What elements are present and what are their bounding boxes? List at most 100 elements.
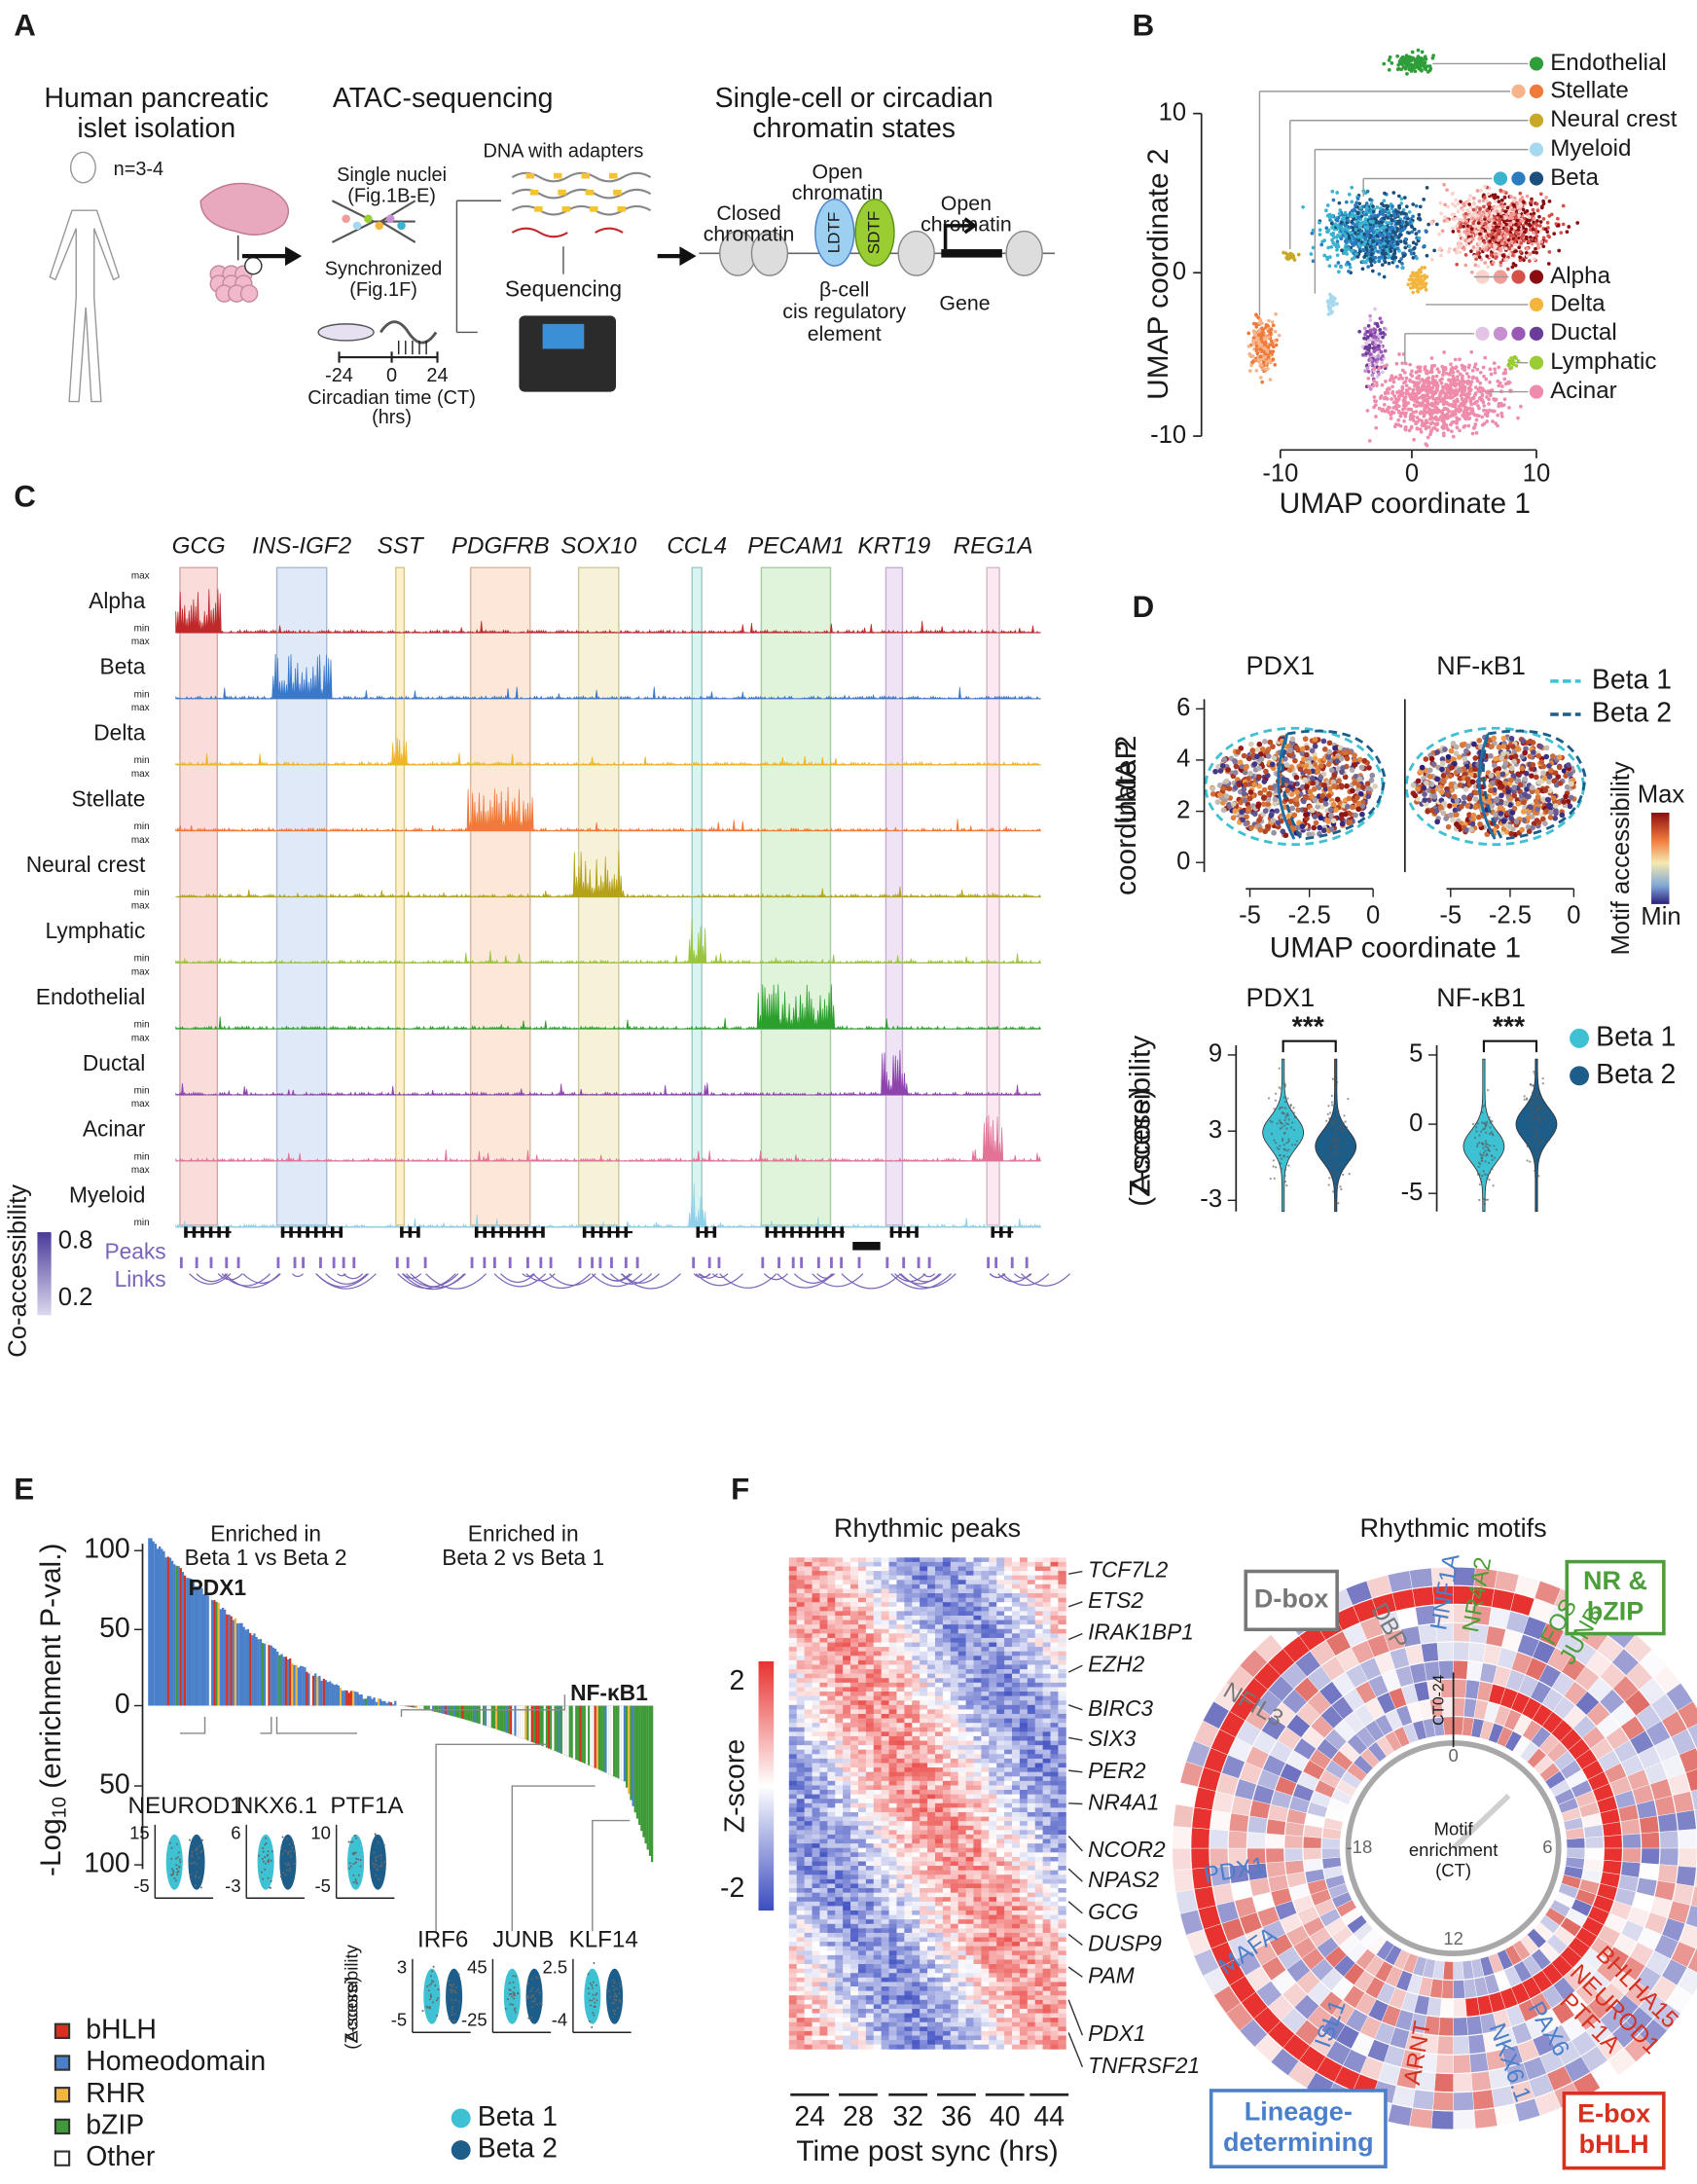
cell-point xyxy=(1412,792,1419,799)
cell-point xyxy=(1509,365,1514,370)
exon xyxy=(807,1226,811,1238)
cell-point xyxy=(1465,224,1470,229)
cell-point xyxy=(1379,211,1384,215)
cell-point xyxy=(1437,247,1442,252)
exon xyxy=(798,1226,803,1238)
cell-point xyxy=(1418,281,1423,286)
cell-point xyxy=(1508,830,1515,837)
adapter xyxy=(589,205,598,212)
cell-point xyxy=(1402,370,1407,375)
cell-point xyxy=(1382,402,1387,407)
cell-point xyxy=(1496,413,1499,418)
cell-point xyxy=(1454,216,1459,221)
cell-point xyxy=(1504,222,1508,227)
cell-point xyxy=(1559,812,1566,819)
cell-point xyxy=(1488,367,1493,372)
jitter-point xyxy=(1328,1118,1332,1121)
cell-point xyxy=(1466,375,1471,380)
cell-point xyxy=(1517,213,1521,218)
label: Synchronized xyxy=(325,259,443,280)
cell-point xyxy=(1488,380,1492,384)
peak xyxy=(598,1256,602,1269)
cell-point xyxy=(1335,247,1339,252)
cell-point xyxy=(1336,261,1341,265)
link-arc xyxy=(841,1273,901,1290)
cell-point xyxy=(1456,209,1461,214)
exon xyxy=(289,1226,293,1238)
cell-point xyxy=(1472,424,1477,429)
cell-point xyxy=(1307,788,1314,795)
cell-point xyxy=(1360,783,1366,790)
label: -5 xyxy=(1239,901,1261,928)
cell-point xyxy=(1543,227,1548,232)
cell-point xyxy=(1428,388,1433,393)
cell-point xyxy=(1496,195,1500,200)
cell-point xyxy=(1315,768,1321,775)
cell-point xyxy=(1266,355,1271,359)
cell-point xyxy=(1296,252,1301,257)
label: Gene xyxy=(939,292,990,315)
cell-point xyxy=(1412,227,1417,232)
cell-point xyxy=(1499,198,1504,202)
cell-point xyxy=(1416,273,1421,277)
link-arc xyxy=(292,1273,304,1278)
cell-point xyxy=(1440,377,1444,382)
cell-point xyxy=(1475,189,1480,193)
jitter-point xyxy=(1337,1110,1340,1112)
cell-point xyxy=(1395,264,1399,269)
peak xyxy=(1025,1256,1029,1269)
cell-point xyxy=(1399,376,1403,381)
jitter-point xyxy=(1276,1122,1279,1125)
cell-point xyxy=(1509,227,1514,231)
cell-point xyxy=(1422,197,1426,201)
exon xyxy=(499,1226,504,1238)
cell-point xyxy=(1404,214,1409,219)
cell-point xyxy=(1261,360,1266,364)
label: DNA with adapters xyxy=(484,141,644,163)
jitter-point xyxy=(1281,1140,1284,1143)
cell-point xyxy=(1451,201,1455,206)
cell-point xyxy=(1267,318,1271,323)
cell-point xyxy=(1370,373,1375,378)
nucleus xyxy=(364,214,373,224)
cell-point xyxy=(1261,795,1267,801)
exon xyxy=(1007,1226,1012,1238)
jitter-point xyxy=(1273,1139,1276,1142)
cell-point xyxy=(1464,242,1468,247)
jitter-point xyxy=(1283,1168,1287,1172)
cell-point xyxy=(1411,66,1415,70)
cell-point xyxy=(1365,409,1370,413)
jitter-point xyxy=(1280,1157,1283,1160)
cell-point xyxy=(1410,225,1414,229)
jitter-point xyxy=(1278,1118,1282,1122)
label: SDTF xyxy=(865,211,884,255)
cell-point xyxy=(1494,205,1498,209)
label: 0 xyxy=(1173,258,1186,285)
cell-point xyxy=(1415,400,1420,404)
exon xyxy=(814,1226,819,1238)
cell-point xyxy=(1409,424,1414,429)
cell-point xyxy=(1291,255,1295,260)
cell-point xyxy=(1476,738,1483,744)
cell-point xyxy=(1498,221,1502,226)
cell-point xyxy=(1301,204,1305,209)
cell-point xyxy=(1324,817,1330,823)
cell-point xyxy=(1377,372,1381,377)
cell-point xyxy=(1326,740,1333,746)
cell-point xyxy=(1537,224,1542,228)
cell-point xyxy=(1372,379,1376,383)
cell-point xyxy=(1256,774,1262,781)
cell-point xyxy=(1335,217,1339,222)
arrow-head xyxy=(679,246,697,267)
jitter-point xyxy=(1339,1185,1342,1188)
cell-point xyxy=(1530,200,1534,204)
cell-point xyxy=(1425,371,1429,376)
cell-point xyxy=(1454,365,1459,369)
cell-point xyxy=(1494,421,1498,425)
cell-point xyxy=(1522,258,1526,263)
cell-point xyxy=(1409,251,1414,256)
cell-point xyxy=(1383,395,1388,400)
cell-point xyxy=(1477,199,1482,203)
cell-point xyxy=(1372,255,1377,260)
cell-point xyxy=(1479,188,1483,193)
